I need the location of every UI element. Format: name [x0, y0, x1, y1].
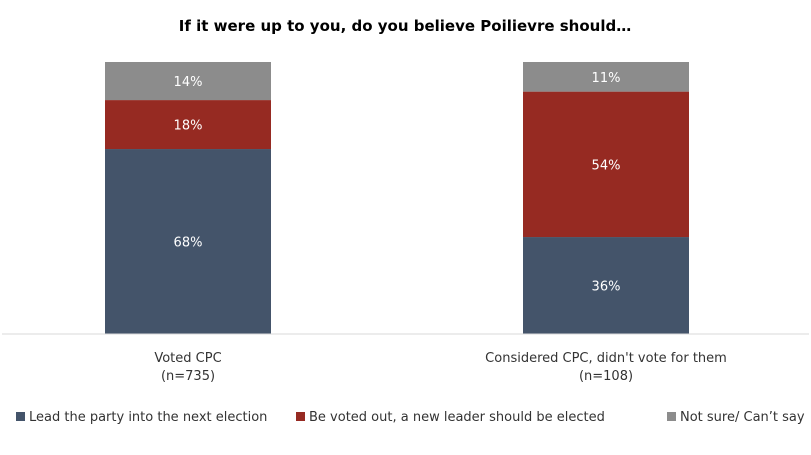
bar-segment-0-2 [105, 62, 271, 101]
data-label-0-1: 18% [174, 119, 203, 134]
bars-group: 68% 18% 14% 36% 54% 11% [105, 62, 689, 334]
legend-label-0: Lead the party into the next election [29, 410, 267, 425]
data-label-1-0: 36% [592, 280, 621, 295]
bar-segment-0-0 [105, 149, 271, 334]
data-label-1-1: 54% [592, 158, 621, 173]
data-label-0-2: 14% [174, 75, 203, 90]
legend-label-1: Be voted out, a new leader should be ele… [309, 410, 605, 425]
bar-segment-1-2 [523, 62, 689, 92]
legend-label-2: Not sure/ Can’t say [680, 410, 805, 425]
bar-segment-1-1 [523, 91, 689, 238]
category-label-0-0: Voted CPC [154, 351, 221, 366]
category-labels: Voted CPC (n=735) Considered CPC, didn't v… [154, 351, 726, 384]
legend: Lead the party into the next election Be … [16, 410, 805, 425]
data-label-0-0: 68% [174, 236, 203, 251]
category-label-1-1: (n=108) [579, 369, 633, 384]
category-label-0-1: (n=735) [161, 369, 215, 384]
data-label-1-2: 11% [592, 71, 621, 86]
bar-segment-0-1 [105, 100, 271, 150]
bar-segment-1-0 [523, 237, 689, 334]
category-label-1-0: Considered CPC, didn't vote for them [485, 351, 727, 366]
legend-swatch-1 [296, 412, 305, 421]
legend-swatch-0 [16, 412, 25, 421]
legend-swatch-2 [667, 412, 676, 421]
chart-title: If it were up to you, do you believe Poi… [179, 17, 631, 35]
